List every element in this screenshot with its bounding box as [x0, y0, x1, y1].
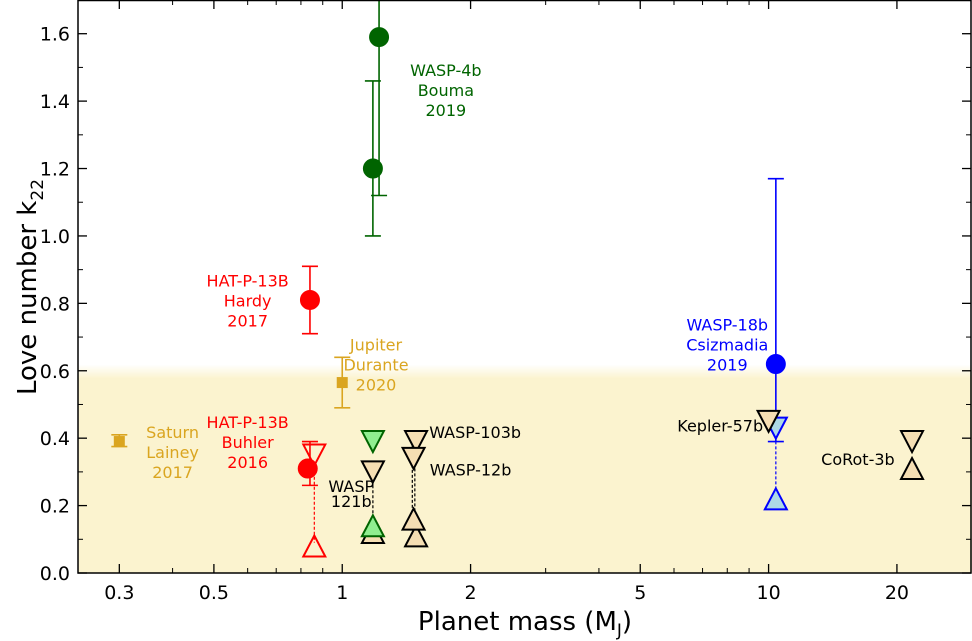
wasp-103b-triangle-up: [403, 523, 429, 548]
annotation-corot-3b: CoRot-3b: [821, 450, 895, 469]
annotation-line: HAT-P-13B: [207, 413, 289, 432]
annotation-wasp-12b: WASP-12b: [430, 460, 512, 479]
annotation-hat-p-13b: HAT-P-13B Hardy 2017: [207, 272, 289, 331]
x-axis-label: Planet mass (MJ): [418, 607, 632, 641]
x-tick-label: 0.5: [199, 582, 229, 604]
data-markers: [113, 27, 925, 558]
y-tick-label: 1.2: [40, 159, 70, 181]
jupiter-point: [336, 377, 348, 389]
x-axis-label-tail: ): [622, 607, 632, 637]
saturn-point: [113, 436, 125, 448]
y-tick-label: 1.4: [40, 91, 70, 113]
x-tick-label: 10: [756, 582, 780, 604]
annotation-line: Saturn: [146, 423, 199, 442]
y-tick-label: 1.6: [40, 24, 70, 46]
annotation-line: CoRot-3b: [821, 450, 895, 469]
annotation-line: 2020: [356, 376, 397, 395]
shaded-band: [78, 365, 972, 573]
y-tick-label: 0.6: [40, 361, 70, 383]
shaded-band-fade: [78, 367, 972, 370]
wasp-18b-point: [765, 354, 786, 375]
x-axis-label-main: Planet mass (M: [418, 607, 617, 637]
wasp-12b-triangle-down: [400, 446, 427, 472]
hat-p-13b-point: [299, 289, 320, 310]
annotation-line: WASP: [328, 477, 374, 496]
annotation-line: 2019: [425, 101, 466, 120]
shaded-band-fill: [78, 377, 972, 573]
axes: 0.0 0.2 0.4 0.6 0.8 1.0 1.2 1.4 1.6 0.3 0.5 1 2 5 10 20: [40, 0, 972, 604]
y-axis-label-sub: 22: [28, 179, 48, 201]
wasp-121b-triangle-down: [360, 460, 386, 485]
annotation-hat-p-13b: HAT-P-13B Buhler 2016: [207, 413, 289, 472]
shaded-band-fade: [78, 375, 972, 378]
wasp-103b-triangle-down: [403, 430, 429, 455]
hat-p-13b-point: [297, 458, 318, 479]
annotation-line: Lainey: [146, 443, 199, 462]
x-tick-label: 5: [634, 582, 646, 604]
x-tick-label: 0.3: [104, 582, 134, 604]
annotation-line: WASP-4b: [410, 61, 481, 80]
shaded-band-fade: [78, 365, 972, 368]
wasp-18b-limits-triangle-up: [763, 486, 789, 511]
annotation-line: Buhler: [222, 433, 275, 452]
annotation-line: HAT-P-13B: [207, 272, 289, 291]
annotation-wasp: WASP 121b: [328, 477, 374, 511]
annotation-line: 2017: [152, 463, 193, 482]
annotation-line: 2019: [707, 355, 748, 374]
x-tick-label: 20: [885, 582, 909, 604]
y-axis-label: Love number k22: [13, 179, 48, 395]
shaded-band-fade: [78, 369, 972, 372]
annotation-wasp-4b: WASP-4b Bouma 2019: [410, 61, 481, 120]
annotation-line: WASP-18b: [686, 315, 768, 334]
corot-3b-triangle-down: [899, 430, 925, 455]
x-tick-label: 1: [336, 582, 348, 604]
annotation-line: Bouma: [418, 81, 474, 100]
y-tick-label: 0.2: [40, 496, 70, 518]
wasp-4b-point: [362, 158, 383, 179]
annotation-saturn: Saturn Lainey 2017: [146, 423, 199, 482]
annotation-line: WASP-12b: [430, 460, 512, 479]
annotation-line: Durante: [343, 356, 408, 375]
annotation-line: 121b: [331, 492, 372, 511]
y-axis-label-main: Love number k: [13, 201, 43, 395]
wasp-121b-alt-triangle-up: [360, 513, 386, 538]
y-tick-label: 0.8: [40, 293, 70, 315]
annotation-line: 2016: [227, 453, 268, 472]
hat-p-13b-limits-triangle-down: [301, 443, 327, 468]
annotation-line: Kepler-57b: [677, 416, 763, 435]
x-axis-label-sub: J: [616, 621, 622, 641]
annotation-line: Csizmadia: [686, 335, 768, 354]
y-tick-label: 1.0: [40, 226, 70, 248]
annotation-wasp-18b: WASP-18b Csizmadia 2019: [686, 315, 768, 374]
shaded-band-fade: [78, 371, 972, 374]
annotation-line: Jupiter: [349, 336, 403, 355]
annotation-line: Hardy: [224, 292, 272, 311]
y-tick-label: 0.4: [40, 428, 70, 450]
annotation-wasp-103b: WASP-103b: [429, 423, 521, 442]
wasp-4b-point: [369, 27, 390, 48]
shaded-band-fade: [78, 373, 972, 376]
axes-frame: [77, 0, 972, 574]
annotation-jupiter: Jupiter Durante 2020: [343, 336, 408, 395]
wasp-12b-triangle-up: [400, 506, 427, 531]
kepler-57b-triangle-down: [755, 409, 782, 434]
annotation-line: 2017: [227, 312, 268, 331]
y-tick-label: 0.0: [40, 563, 70, 585]
hat-p-13b-limits-triangle-up: [301, 533, 327, 558]
wasp-121b-alt-triangle-down: [360, 430, 386, 455]
x-tick-label: 2: [465, 582, 477, 604]
annotation-line: WASP-103b: [429, 423, 521, 442]
annotation-kepler-57b: Kepler-57b: [677, 416, 763, 435]
corot-3b-triangle-up: [899, 455, 925, 481]
